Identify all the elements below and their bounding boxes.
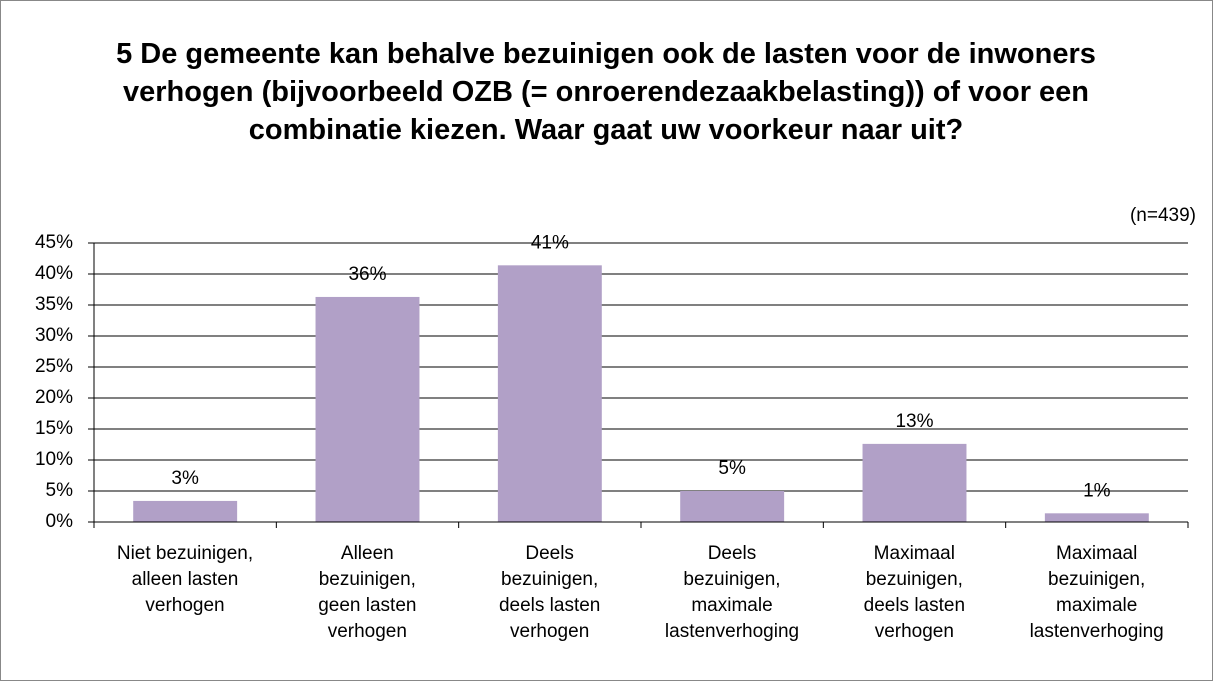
y-tick-label: 5% (46, 480, 74, 501)
bar (497, 265, 602, 522)
value-label: 5% (718, 458, 746, 479)
y-tick-label: 35% (35, 294, 73, 315)
chart-title: 5 De gemeente kan behalve bezuinigen ook… (116, 38, 1096, 146)
y-tick-label: 40% (35, 263, 73, 284)
y-tick-label: 0% (46, 511, 74, 532)
x-tick-label: Maximaal bezuinigen, deels lasten verhog… (863, 543, 966, 642)
x-tick-label: Alleen bezuinigen, geen lasten verhogen (318, 543, 417, 642)
value-label: 3% (171, 468, 199, 489)
bar (862, 443, 967, 522)
annotation: (n=439) (1130, 205, 1196, 226)
y-tick-label: 30% (35, 325, 73, 346)
x-tick-label: Deels bezuinigen, maximale lastenverhogi… (664, 543, 800, 642)
value-label: 13% (895, 411, 933, 432)
value-label: 36% (348, 264, 386, 285)
bar (680, 491, 785, 522)
y-tick-label: 15% (35, 418, 73, 439)
y-tick-label: 20% (35, 387, 73, 408)
bar (315, 296, 420, 522)
x-tick-label: Deels bezuinigen, deels lasten verhogen (498, 543, 601, 642)
x-tick-label: Maximaal bezuinigen, maximale lastenverh… (1029, 543, 1164, 642)
bar (1044, 513, 1149, 522)
y-tick-label: 45% (35, 232, 73, 253)
x-tick-label: Niet bezuinigen, alleen lasten verhogen (116, 543, 254, 616)
bar (133, 500, 238, 522)
y-tick-label: 25% (35, 356, 73, 377)
value-label: 41% (531, 232, 569, 253)
value-label: 1% (1083, 480, 1111, 501)
y-tick-label: 10% (35, 449, 73, 470)
